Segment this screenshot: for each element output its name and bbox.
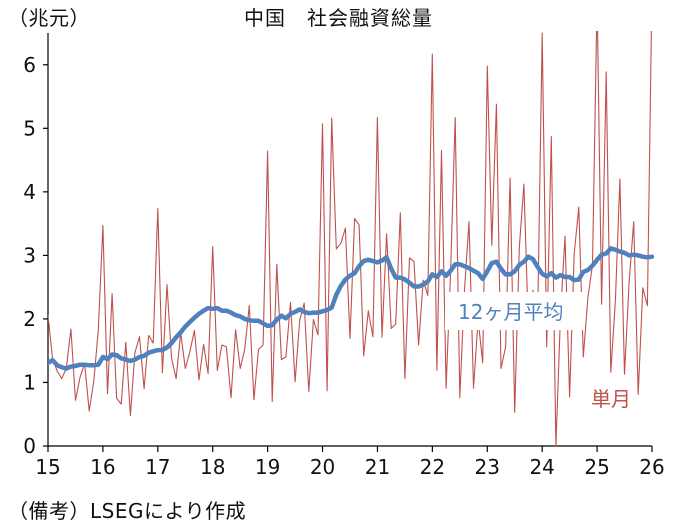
series-line-monthly bbox=[48, 31, 652, 447]
x-tick-label: 19 bbox=[255, 455, 280, 479]
y-tick-label: 0 bbox=[23, 434, 36, 458]
annotation-bg bbox=[445, 292, 585, 330]
x-tick-label: 16 bbox=[90, 455, 115, 479]
y-tick-label: 5 bbox=[23, 116, 36, 140]
y-tick-label: 4 bbox=[23, 180, 36, 204]
x-tick-label: 15 bbox=[35, 455, 60, 479]
x-tick-label: 24 bbox=[529, 455, 554, 479]
series-layer bbox=[48, 31, 655, 447]
x-tick-label: 26 bbox=[639, 455, 664, 479]
x-tick-label: 20 bbox=[310, 455, 335, 479]
x-tick-label: 22 bbox=[420, 455, 445, 479]
annotation-12m-average: 12ヶ月平均 bbox=[458, 300, 563, 324]
x-tick-label: 18 bbox=[200, 455, 225, 479]
footnote: （備考）LSEGにより作成 bbox=[8, 499, 247, 523]
y-tick-label: 1 bbox=[23, 370, 36, 394]
x-tick-label: 17 bbox=[145, 455, 170, 479]
chart-title: 中国 社会融資総量 bbox=[244, 6, 433, 30]
x-tick-label: 23 bbox=[475, 455, 500, 479]
y-tick-label: 3 bbox=[23, 243, 36, 267]
unit-label: （兆元） bbox=[8, 6, 90, 30]
annotation-monthly: 単月 bbox=[591, 387, 631, 411]
x-tick-label: 21 bbox=[365, 455, 390, 479]
series-line-12m-average bbox=[48, 246, 655, 371]
y-tick-label: 6 bbox=[23, 53, 36, 77]
y-tick-label: 2 bbox=[23, 307, 36, 331]
x-tick-label: 25 bbox=[584, 455, 609, 479]
